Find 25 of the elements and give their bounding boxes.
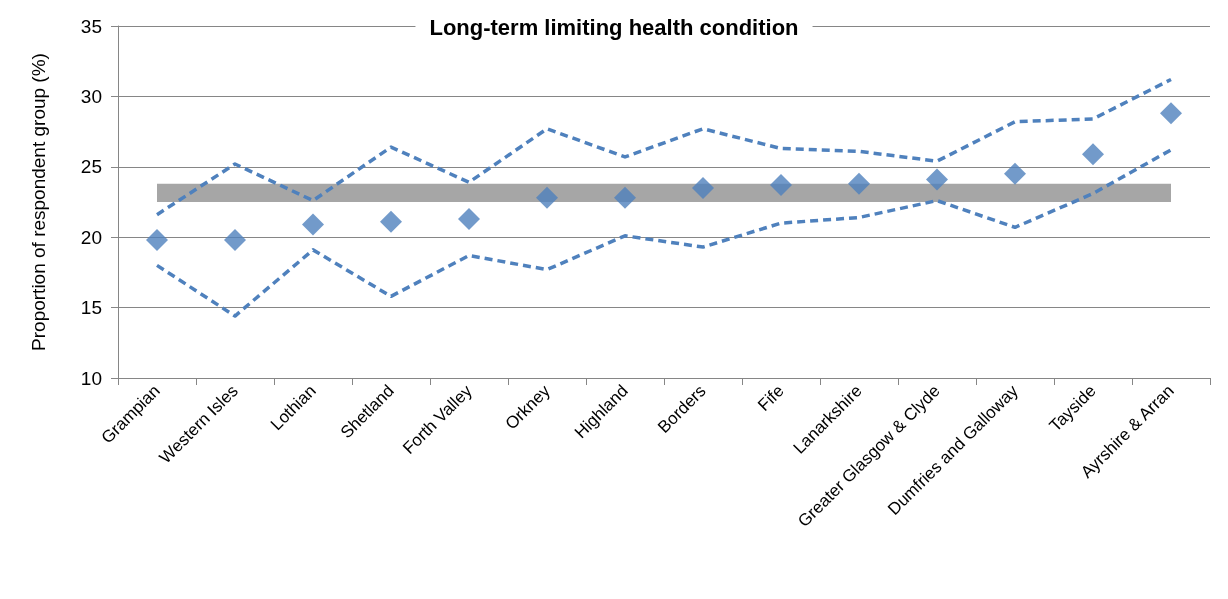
point [1082, 143, 1104, 166]
point [1004, 162, 1026, 185]
point [224, 229, 246, 252]
y-tick-label: 35 [80, 15, 102, 37]
point [770, 174, 792, 197]
line-series [155, 148, 1173, 318]
line-series [155, 77, 1173, 217]
y-tick-label: 10 [80, 367, 102, 389]
y-axis-title: Proportion of respondent group (%) [28, 53, 49, 351]
point [146, 229, 168, 252]
point [614, 186, 636, 209]
y-tick-label: 15 [80, 297, 102, 319]
point [458, 207, 480, 230]
point [1160, 102, 1182, 125]
point [302, 213, 324, 236]
point [380, 210, 402, 233]
y-tick-label: 30 [80, 85, 102, 107]
point [692, 176, 714, 199]
chart-title: Long-term limiting health condition [429, 14, 799, 40]
x-tick-label: Fife [754, 381, 788, 415]
y-tick-label: 20 [80, 226, 102, 248]
point [926, 168, 948, 191]
y-tick-label: 25 [80, 156, 102, 178]
point [536, 186, 558, 209]
point [848, 172, 870, 195]
